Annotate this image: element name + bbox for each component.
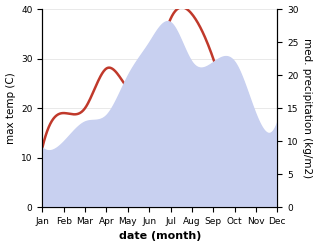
Y-axis label: med. precipitation (kg/m2): med. precipitation (kg/m2) [302,38,313,178]
X-axis label: date (month): date (month) [119,231,201,242]
Y-axis label: max temp (C): max temp (C) [5,72,16,144]
